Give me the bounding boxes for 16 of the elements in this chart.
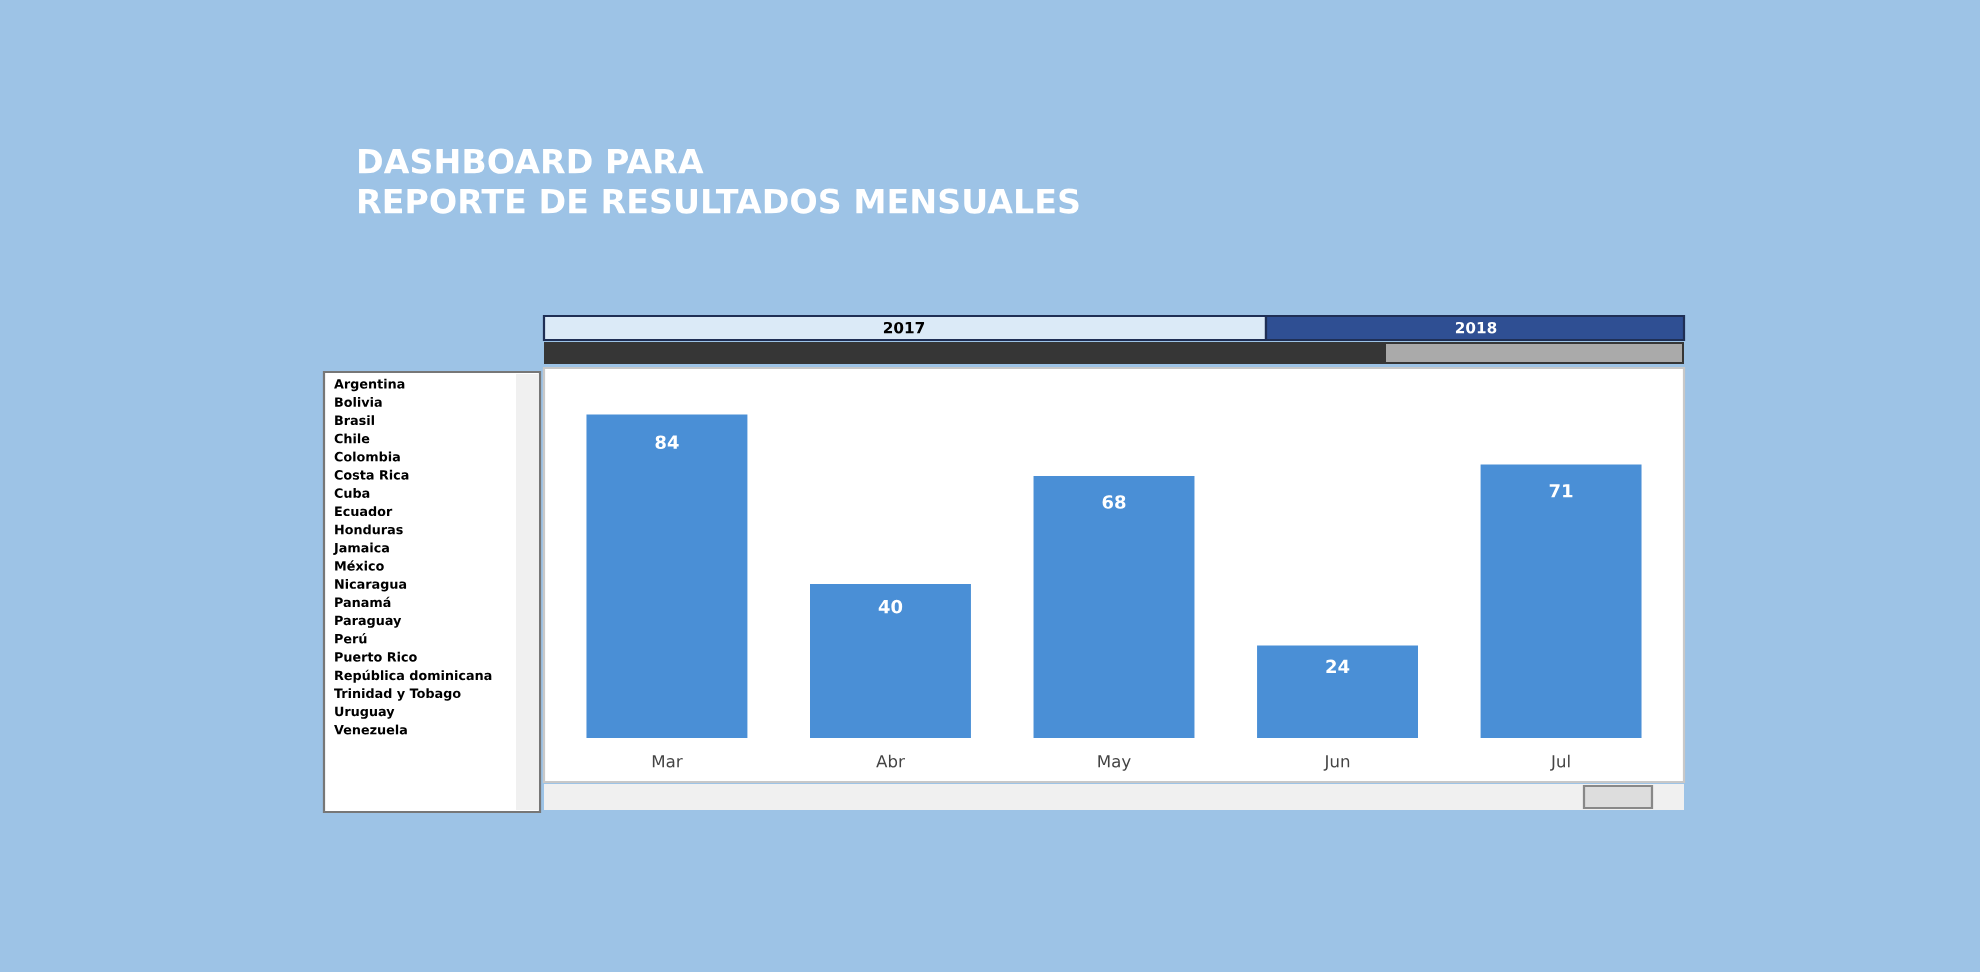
data-label: 71: [1549, 484, 1573, 498]
bar: [586, 414, 748, 738]
x-tick-label: May: [1098, 755, 1131, 771]
x-tick-label: Abr: [876, 754, 905, 768]
data-label: 24: [1326, 659, 1350, 674]
data-label: 40: [878, 599, 903, 614]
bar: [1257, 645, 1418, 738]
data-label: 84: [655, 435, 679, 450]
chart-title: DASHBOARD PARA REPORTE DE RESULTADOS MENSUALES: [359, 148, 1079, 214]
bar: [1480, 464, 1642, 738]
data-label: 68: [1102, 495, 1126, 509]
bar: [1033, 476, 1195, 738]
x-tick-label: Mar: [652, 755, 683, 768]
bar: [810, 583, 971, 738]
x-tick-label: Jul: [1550, 754, 1570, 771]
x-tick-label: Jun: [1323, 755, 1350, 771]
